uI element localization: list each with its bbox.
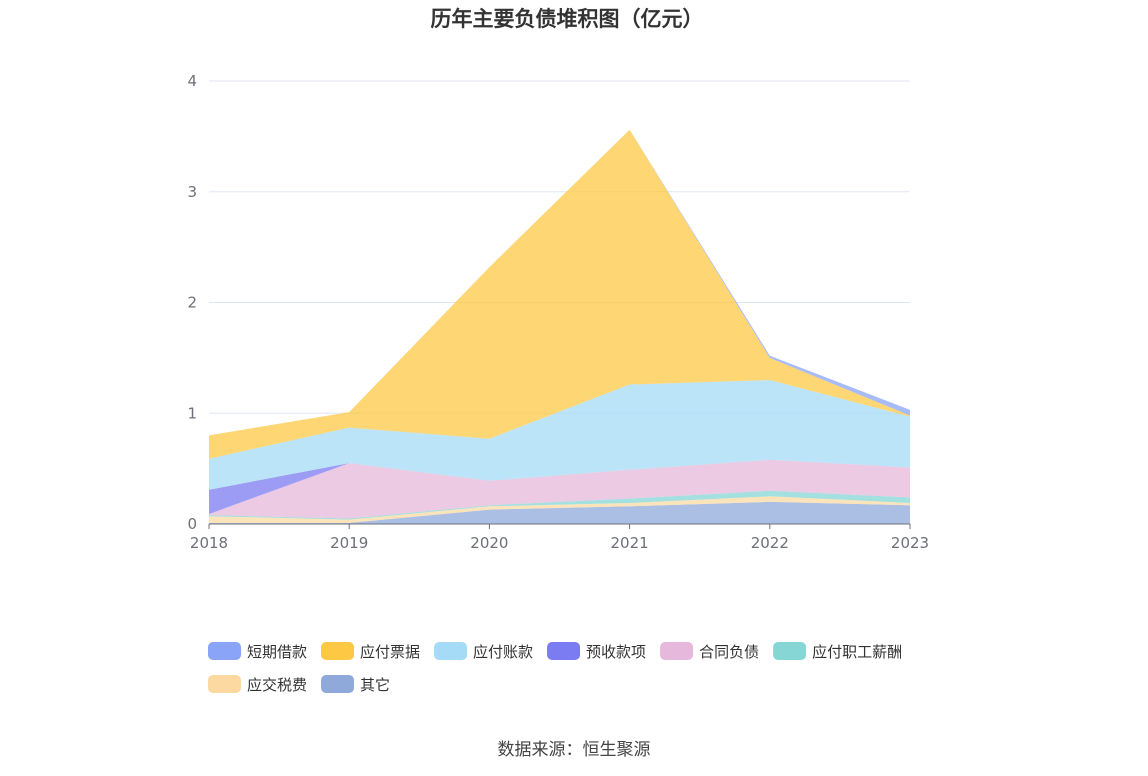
area-应付账款 [209, 380, 910, 490]
legend-item[interactable]: 合同负债 [660, 642, 759, 661]
area-应交税费 [209, 496, 910, 523]
legend-label: 其它 [360, 676, 390, 694]
legend-item[interactable]: 预收款项 [547, 642, 646, 661]
x-tick-label: 2018 [190, 534, 228, 552]
area-其它 [209, 501, 910, 524]
legend-label: 预收款项 [586, 643, 646, 661]
legend-label: 应付职工薪酬 [812, 643, 902, 661]
legend-swatch [434, 642, 468, 660]
area-合同负债 [209, 459, 910, 519]
legend-swatch [208, 675, 241, 693]
legend-item[interactable]: 其它 [321, 675, 390, 694]
legend-item[interactable]: 应付票据 [321, 642, 420, 661]
legend-label: 短期借款 [247, 643, 307, 661]
legend-swatch [547, 642, 581, 660]
chart-title: 历年主要负债堆积图（亿元） [431, 7, 704, 31]
legend-swatch [660, 642, 694, 660]
legend-label: 应交税费 [247, 676, 307, 694]
area-series [209, 129, 910, 524]
data-source: 数据来源：恒生聚源 [498, 740, 651, 760]
y-tick-label: 1 [187, 404, 197, 422]
legend-swatch [208, 642, 241, 660]
area-应付票据 [209, 129, 910, 459]
x-tick-label: 2021 [611, 534, 649, 552]
legend-label: 合同负债 [699, 643, 759, 661]
legend-label: 应付票据 [360, 643, 420, 661]
x-tick-label: 2022 [751, 534, 789, 552]
x-tick-label: 2023 [891, 534, 929, 552]
legend-item[interactable]: 短期借款 [208, 642, 307, 661]
y-tick-label: 4 [187, 72, 197, 90]
y-tick-label: 2 [187, 294, 197, 312]
legend-item[interactable]: 应交税费 [208, 675, 307, 694]
y-tick-label: 3 [187, 183, 197, 201]
legend-swatch [321, 642, 355, 660]
legend-swatch [773, 642, 807, 660]
legend-item[interactable]: 应付账款 [434, 642, 533, 661]
legend-swatch [321, 675, 355, 693]
y-tick-label: 0 [187, 515, 197, 533]
x-tick-label: 2020 [470, 534, 508, 552]
axes: 0 1 2 3 4 2018 2019 2020 2021 2022 2023 [187, 72, 929, 552]
x-tick-label: 2019 [330, 534, 368, 552]
legend-label: 应付账款 [473, 643, 533, 661]
legend-item[interactable]: 应付职工薪酬 [773, 642, 902, 661]
